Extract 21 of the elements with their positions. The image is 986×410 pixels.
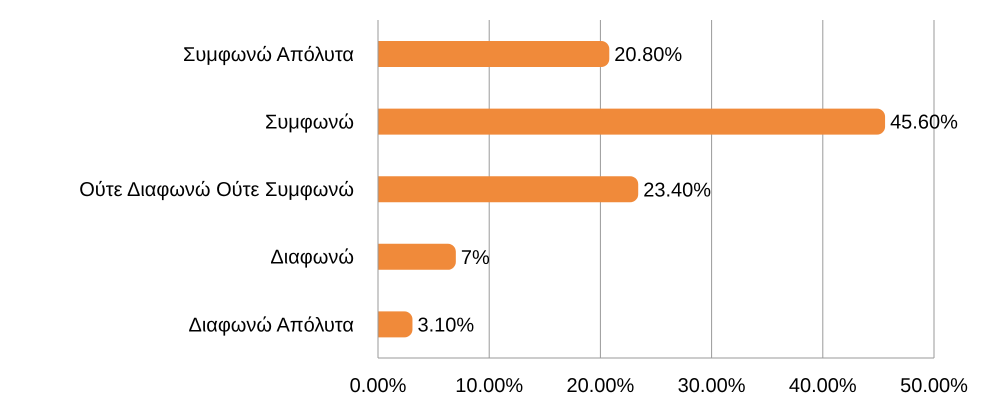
bar xyxy=(378,244,456,270)
x-tick-label: 10.00% xyxy=(455,375,524,398)
x-tick-label: 50.00% xyxy=(900,375,968,398)
x-tick-label: 40.00% xyxy=(788,375,857,398)
bar xyxy=(378,176,638,202)
bar xyxy=(378,41,610,67)
y-tick-label: Συμφωνώ xyxy=(264,112,354,134)
data-label: 45.60% xyxy=(890,112,958,134)
x-tick-label: 20.00% xyxy=(566,375,635,398)
data-label: 3.10% xyxy=(417,314,474,336)
data-label: 7% xyxy=(460,246,490,269)
y-tick-label: Διαφωνώ xyxy=(270,246,354,269)
bar xyxy=(378,108,886,135)
bar xyxy=(378,311,412,338)
data-label: 23.40% xyxy=(643,179,712,202)
x-tick-label: 30.00% xyxy=(678,375,746,398)
y-tick-label: Ούτε Διαφωνώ Ούτε Συμφωνώ xyxy=(79,179,354,202)
y-tick-label: Συμφωνώ Απόλυτα xyxy=(183,44,354,66)
data-label: 20.80% xyxy=(614,44,682,66)
y-tick-label: Διαφωνώ Απόλυτα xyxy=(188,314,354,336)
x-tick-label: 0.00% xyxy=(350,375,407,398)
